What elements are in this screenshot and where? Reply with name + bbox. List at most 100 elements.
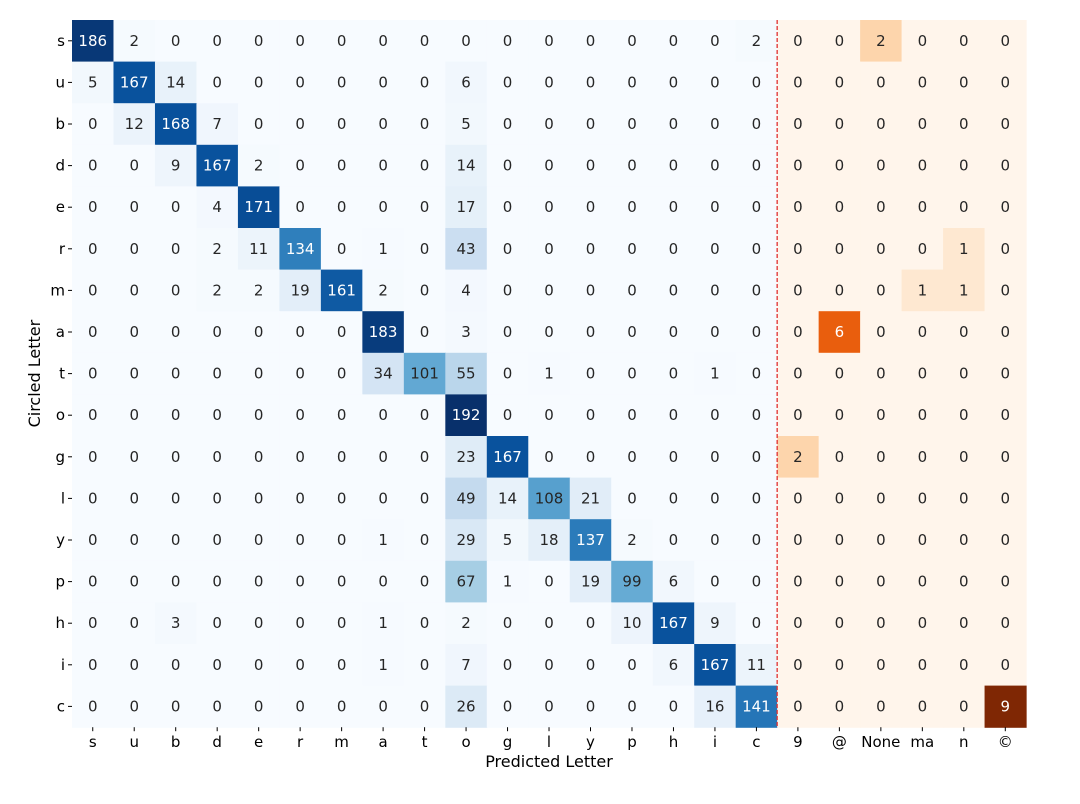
cell-value-label: 0 bbox=[295, 614, 305, 632]
y-tick-label: m bbox=[50, 281, 65, 299]
heatmap-cell bbox=[860, 311, 903, 354]
cell-value-label: 0 bbox=[710, 281, 720, 299]
heatmap-cell bbox=[694, 394, 737, 437]
cell-value-label: 0 bbox=[503, 73, 513, 91]
cell-value-label: 0 bbox=[586, 448, 596, 466]
cell-value-label: 0 bbox=[793, 198, 803, 216]
cell-value-label: 0 bbox=[586, 198, 596, 216]
y-tick-label: t bbox=[59, 365, 65, 383]
cell-value-label: 0 bbox=[669, 697, 679, 715]
cell-value-label: 0 bbox=[503, 323, 513, 341]
heatmap-cell bbox=[984, 144, 1027, 187]
heatmap-cell bbox=[320, 560, 363, 603]
x-tick-label: c bbox=[752, 733, 760, 751]
heatmap-cell bbox=[860, 269, 903, 312]
cell-value-label: 0 bbox=[835, 406, 845, 424]
cell-value-label: 0 bbox=[710, 406, 720, 424]
heatmap-cell bbox=[569, 602, 612, 645]
heatmap-cell bbox=[943, 228, 986, 271]
heatmap-cell bbox=[72, 436, 115, 479]
heatmap-cell bbox=[279, 352, 322, 395]
cell-value-label: 0 bbox=[793, 240, 803, 258]
cell-value-label: 0 bbox=[254, 73, 264, 91]
heatmap-cell bbox=[735, 186, 778, 229]
cell-value-label: 134 bbox=[286, 240, 315, 258]
heatmap-cell bbox=[569, 311, 612, 354]
heatmap-cell bbox=[528, 311, 571, 354]
cell-value-label: 0 bbox=[959, 614, 969, 632]
cell-value-label: 0 bbox=[378, 157, 388, 175]
cell-value-label: 0 bbox=[337, 531, 347, 549]
cell-value-label: 0 bbox=[876, 406, 886, 424]
cell-value-label: 0 bbox=[129, 365, 139, 383]
cell-value-label: 0 bbox=[420, 656, 430, 674]
cell-value-label: 0 bbox=[876, 531, 886, 549]
heatmap-cell bbox=[569, 144, 612, 187]
x-tick-label: y bbox=[586, 733, 595, 751]
heatmap-cell bbox=[860, 519, 903, 562]
heatmap-cell bbox=[72, 186, 115, 229]
heatmap-cell bbox=[694, 519, 737, 562]
heatmap-cell bbox=[777, 685, 820, 728]
cell-value-label: 0 bbox=[212, 656, 222, 674]
x-tick-label: p bbox=[627, 733, 637, 751]
heatmap-cell bbox=[694, 685, 737, 728]
heatmap-cell bbox=[984, 477, 1027, 520]
heatmap-cell bbox=[735, 560, 778, 603]
heatmap-cell bbox=[652, 186, 695, 229]
heatmap-cell bbox=[320, 269, 363, 312]
heatmap-cell bbox=[901, 477, 944, 520]
cell-value-label: 0 bbox=[212, 531, 222, 549]
heatmap-cell bbox=[611, 436, 654, 479]
cell-value-label: 0 bbox=[254, 323, 264, 341]
heatmap-cell bbox=[445, 228, 488, 271]
heatmap-cell bbox=[735, 103, 778, 146]
cell-value-label: 0 bbox=[793, 614, 803, 632]
cell-value-label: 34 bbox=[374, 365, 393, 383]
cell-value-label: 0 bbox=[295, 489, 305, 507]
heatmap-cell bbox=[154, 144, 198, 187]
cell-value-label: 0 bbox=[212, 73, 222, 91]
cell-value-label: 0 bbox=[171, 489, 181, 507]
heatmap-cell bbox=[486, 20, 529, 63]
heatmap-cell bbox=[777, 519, 820, 562]
heatmap-cell bbox=[403, 269, 446, 312]
heatmap-cell bbox=[279, 311, 322, 354]
heatmap-cell bbox=[154, 20, 198, 63]
y-tick-label: a bbox=[56, 323, 65, 341]
heatmap-cell bbox=[279, 394, 322, 437]
heatmap-cell bbox=[403, 61, 446, 104]
heatmap-cell bbox=[113, 228, 156, 271]
cell-value-label: 0 bbox=[420, 697, 430, 715]
cell-value-label: 0 bbox=[1001, 240, 1011, 258]
heatmap-cell bbox=[445, 144, 488, 187]
cell-value-label: 0 bbox=[1001, 489, 1011, 507]
heatmap-cell bbox=[611, 477, 654, 520]
heatmap-cell bbox=[528, 228, 571, 271]
cell-value-label: 0 bbox=[420, 323, 430, 341]
cell-value-label: 0 bbox=[171, 406, 181, 424]
cell-value-label: 0 bbox=[710, 198, 720, 216]
cell-value-label: 0 bbox=[586, 157, 596, 175]
heatmap-cell bbox=[984, 602, 1027, 645]
cell-value-label: 0 bbox=[88, 323, 98, 341]
heatmap-cell bbox=[943, 560, 986, 603]
heatmap-cell bbox=[72, 685, 115, 728]
cell-value-label: 0 bbox=[1001, 115, 1011, 133]
cell-value-label: 0 bbox=[254, 614, 264, 632]
cell-value-label: 0 bbox=[669, 281, 679, 299]
heatmap-cell bbox=[154, 61, 198, 104]
heatmap-cell bbox=[528, 644, 571, 687]
cell-value-label: 0 bbox=[544, 323, 554, 341]
cell-value-label: 0 bbox=[420, 406, 430, 424]
cell-value-label: 0 bbox=[295, 323, 305, 341]
cell-value-label: 0 bbox=[959, 573, 969, 591]
heatmap-cell bbox=[694, 644, 737, 687]
cell-value-label: 55 bbox=[457, 365, 476, 383]
cell-value-label: 0 bbox=[669, 73, 679, 91]
cell-value-label: 0 bbox=[793, 573, 803, 591]
cell-value-label: 0 bbox=[959, 32, 969, 50]
heatmap-cell bbox=[362, 269, 405, 312]
cell-value-label: 6 bbox=[669, 573, 679, 591]
heatmap-cell bbox=[72, 61, 115, 104]
